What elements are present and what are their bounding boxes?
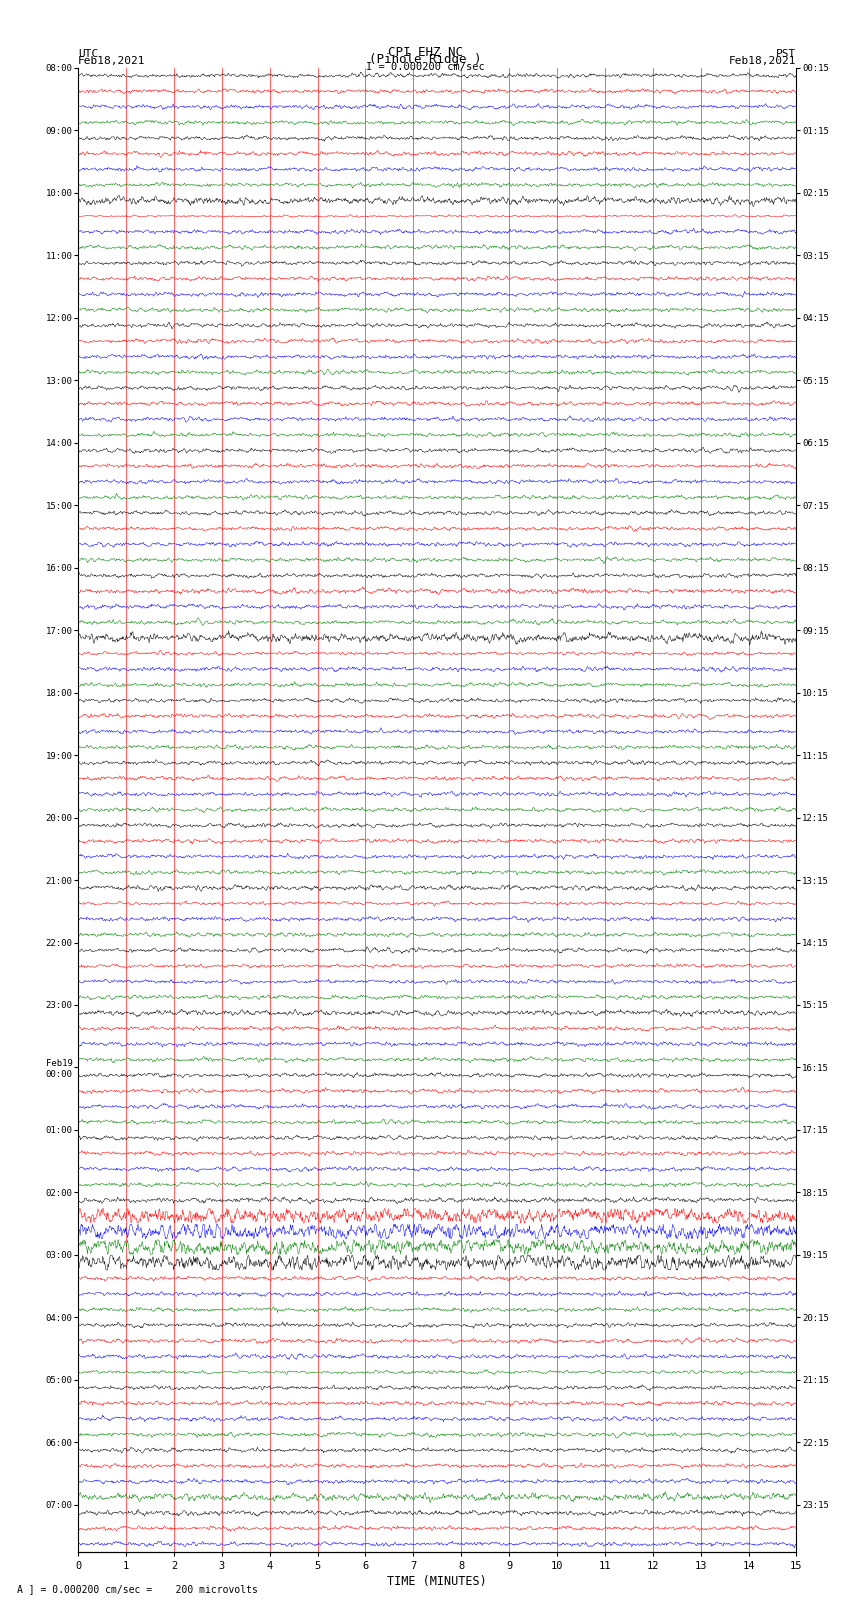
Text: CPI EHZ NC: CPI EHZ NC	[388, 45, 462, 58]
Text: Feb18,2021: Feb18,2021	[78, 56, 145, 66]
X-axis label: TIME (MINUTES): TIME (MINUTES)	[388, 1574, 487, 1587]
Text: I = 0.000200 cm/sec: I = 0.000200 cm/sec	[366, 61, 484, 71]
Text: A ] = 0.000200 cm/sec =    200 microvolts: A ] = 0.000200 cm/sec = 200 microvolts	[17, 1584, 258, 1594]
Text: PST: PST	[776, 48, 796, 58]
Text: (Pinole Ridge ): (Pinole Ridge )	[369, 53, 481, 66]
Text: UTC: UTC	[78, 48, 99, 58]
Text: Feb18,2021: Feb18,2021	[729, 56, 796, 66]
